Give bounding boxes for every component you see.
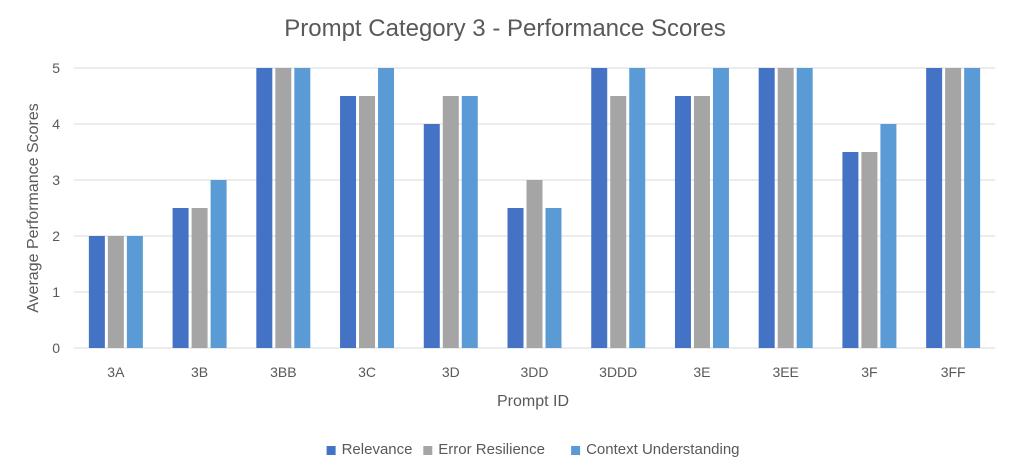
legend: Relevance Error Resilience Context Underst…: [326, 441, 740, 458]
bar-relevance: [256, 68, 273, 348]
bar-error-resilience: [777, 68, 794, 348]
legend-swatch: [571, 446, 581, 455]
y-tick-label: 3: [52, 172, 60, 188]
bar-error-resilience: [945, 68, 962, 348]
legend-swatch: [326, 446, 336, 455]
x-tick-label: 3B: [191, 364, 208, 380]
x-tick-label: 3A: [107, 364, 125, 380]
chart-title: Prompt Category 3 - Performance Scores: [284, 15, 726, 42]
x-tick-label: 3E: [693, 364, 710, 380]
bar-relevance: [423, 124, 440, 348]
bar-relevance: [591, 68, 608, 348]
bar-context-understanding: [294, 68, 311, 348]
bar-error-resilience: [442, 96, 459, 348]
bar-context-understanding: [629, 68, 646, 348]
x-tick-label: 3F: [861, 364, 877, 380]
y-tick-label: 5: [52, 60, 60, 76]
y-tick-label: 4: [52, 116, 60, 132]
bar-relevance: [88, 236, 105, 348]
bar-relevance: [674, 96, 691, 348]
bar-relevance: [758, 68, 775, 348]
bar-context-understanding: [210, 180, 227, 348]
bar-context-understanding: [796, 68, 813, 348]
y-tick-label: 2: [52, 228, 60, 244]
bar-context-understanding: [461, 96, 478, 348]
x-tick-labels: 3A 3B 3BB 3C 3D 3DD 3DDD 3E 3EE 3F 3FF: [107, 364, 965, 380]
bar-context-understanding: [378, 68, 395, 348]
x-axis-label: Prompt ID: [497, 393, 569, 410]
x-tick-label: 3C: [358, 364, 376, 380]
bar-context-understanding: [964, 68, 981, 348]
x-tick-label: 3D: [442, 364, 460, 380]
bar-error-resilience: [610, 96, 627, 348]
bar-relevance: [507, 208, 524, 348]
bar-context-understanding: [712, 68, 729, 348]
y-tick-label: 1: [52, 284, 60, 300]
legend-swatch: [423, 446, 433, 455]
legend-label: Relevance: [342, 441, 413, 458]
x-tick-label: 3FF: [941, 364, 966, 380]
x-tick-label: 3DD: [520, 364, 548, 380]
legend-label: Error Resilience: [438, 441, 545, 458]
legend-label: Context Understanding: [586, 441, 739, 458]
bar-relevance: [340, 96, 357, 348]
x-tick-label: 3EE: [772, 364, 798, 380]
x-tick-label: 3BB: [270, 364, 296, 380]
bar-error-resilience: [861, 152, 878, 348]
bar-error-resilience: [107, 236, 124, 348]
bar-error-resilience: [275, 68, 292, 348]
bar-relevance: [842, 152, 859, 348]
bar-error-resilience: [693, 96, 710, 348]
y-tick-label: 0: [52, 340, 60, 356]
bar-relevance: [172, 208, 189, 348]
x-tick-label: 3DDD: [599, 364, 637, 380]
bar-context-understanding: [126, 236, 143, 348]
y-axis-label: Average Performance Scores: [25, 103, 42, 313]
y-tick-labels: 0 1 2 3 4 5: [52, 60, 60, 356]
bar-error-resilience: [526, 180, 543, 348]
bar-error-resilience: [191, 208, 208, 348]
bars-group: [88, 68, 981, 348]
bar-context-understanding: [545, 208, 562, 348]
bar-relevance: [926, 68, 943, 348]
bar-context-understanding: [880, 124, 897, 348]
bar-error-resilience: [359, 96, 376, 348]
